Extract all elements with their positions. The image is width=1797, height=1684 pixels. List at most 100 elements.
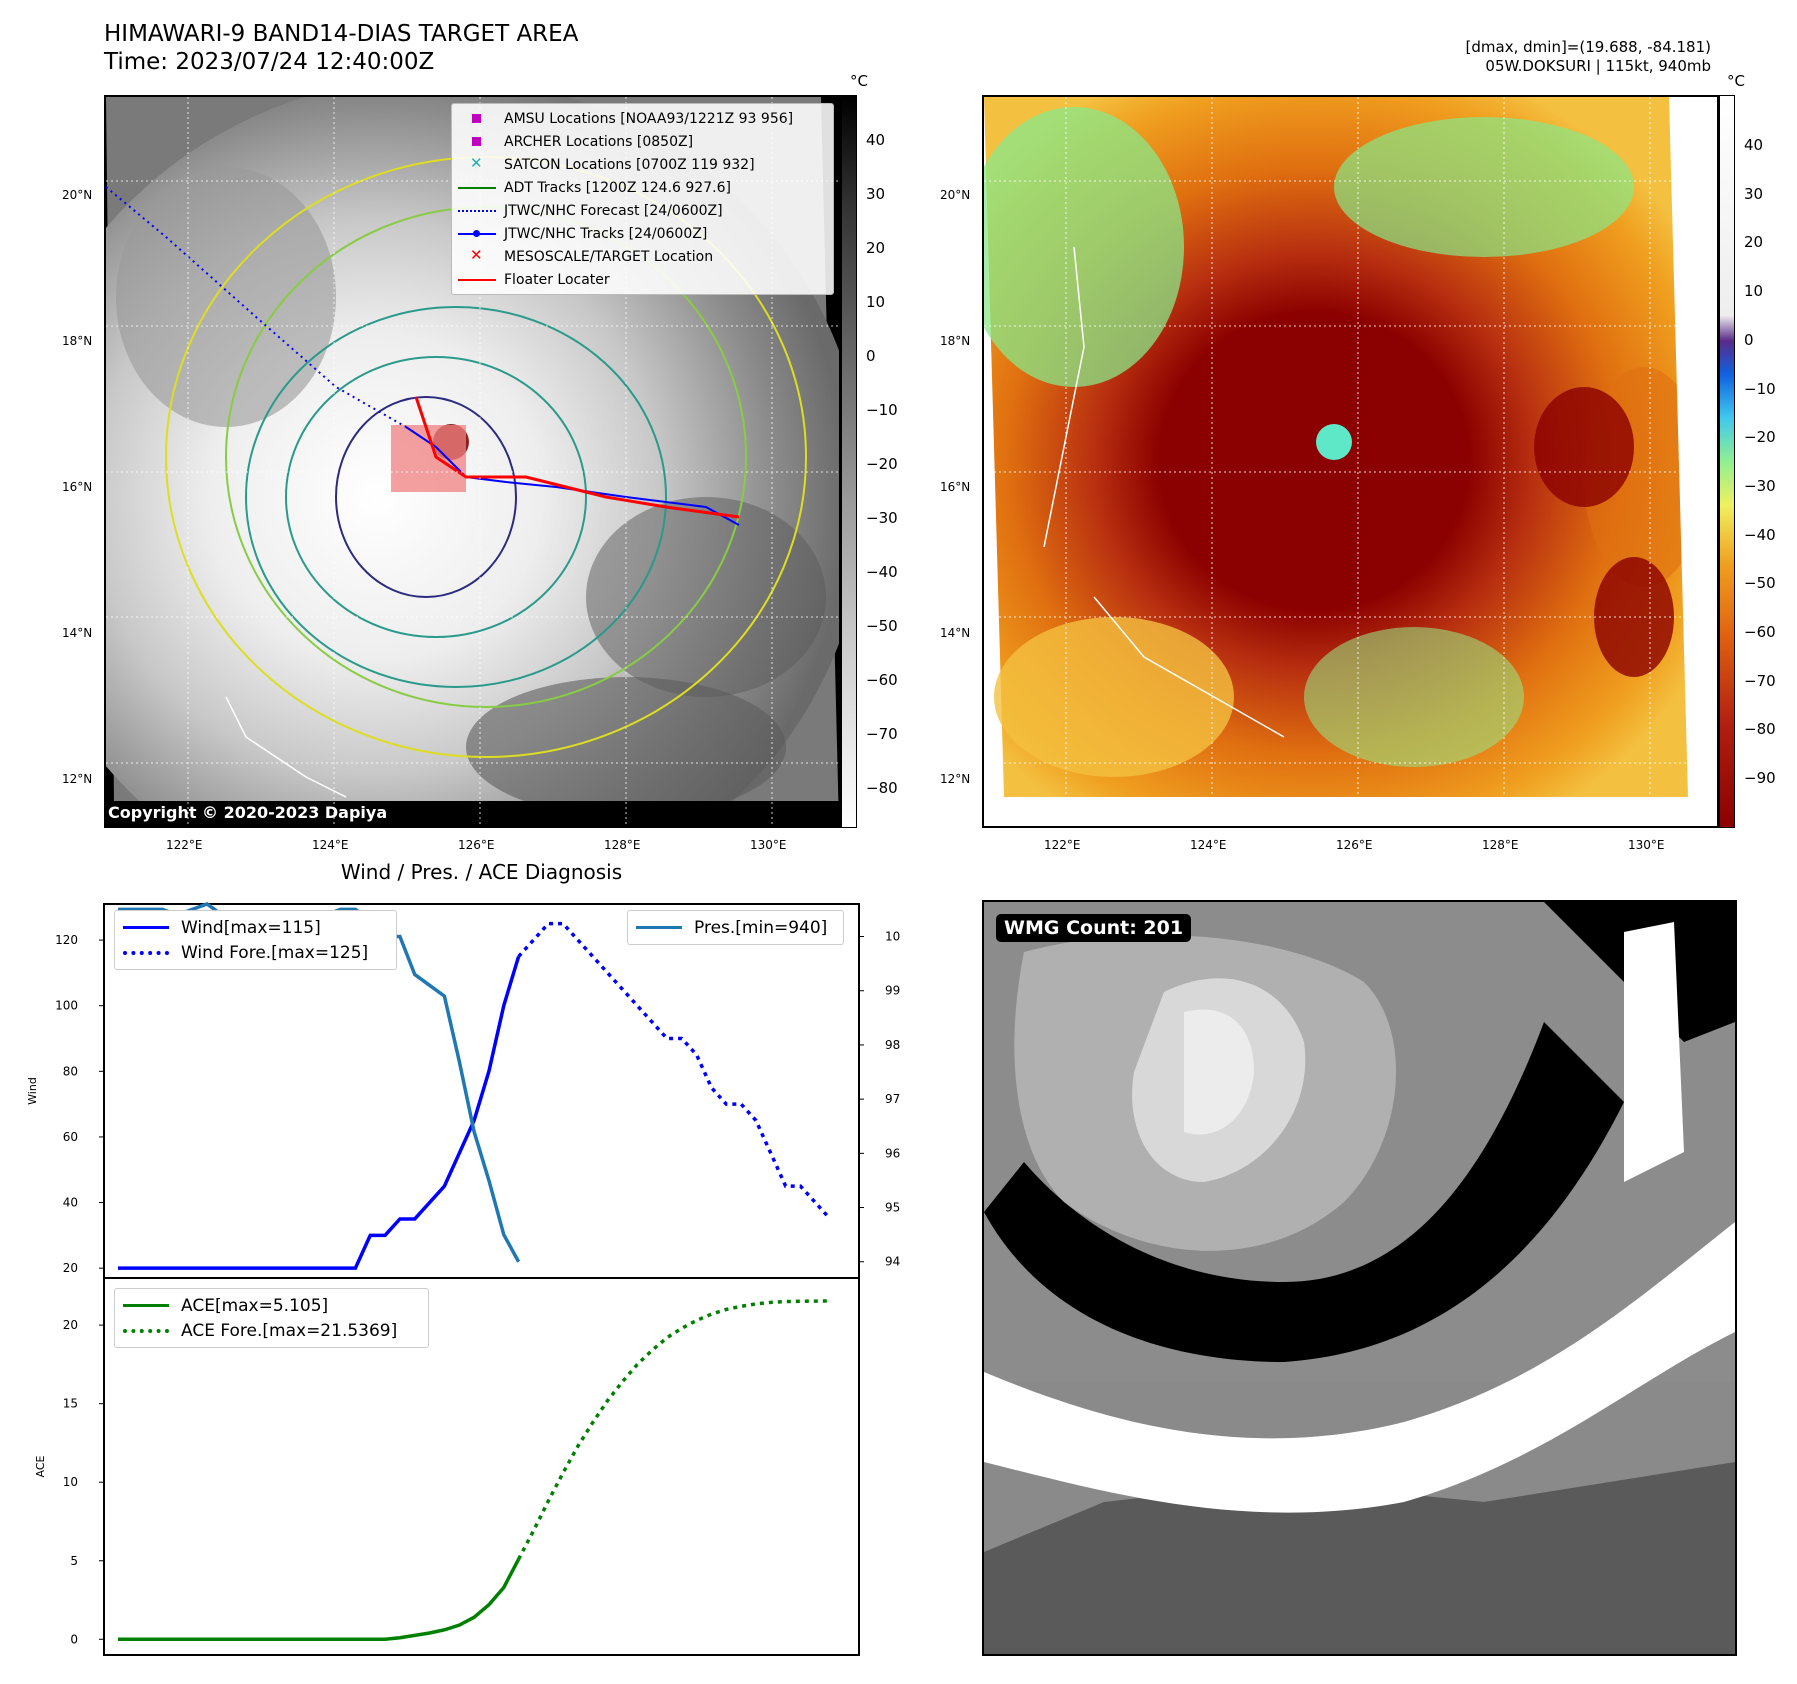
colorbar-tick: 30 [1744,184,1764,203]
colorbar-tick: −50 [1744,574,1776,593]
colorbar-tick: −10 [866,401,898,419]
colorbar-tick: −80 [1744,720,1776,739]
colorbar-tick: −40 [1744,525,1776,544]
legend-satcon: ✕ SATCON Locations [0700Z 119 932] [470,153,755,173]
ir-map-panel: AMSU Locations [NOAA93/1221Z 93 956] ARC… [104,95,841,828]
enhanced-ir-image [984,97,1717,826]
pressure-y-tick: 1000 [885,930,900,944]
lon-tick: 122°E [166,838,203,852]
pressure-y-tick: 980 [885,1038,900,1052]
wind-y-tick: 100 [55,999,78,1013]
series-line-ace-forecast [517,1299,831,1560]
lat-tick: 16°N [940,480,971,494]
legend-wind: Wind[max=115] [123,915,388,940]
lon-tick: 130°E [1628,838,1665,852]
colorbar-tick: −60 [1744,623,1776,641]
wind-axis-label: Wind [26,1077,39,1105]
wmg-panel: WMG Count: 201 [982,900,1737,1656]
colorbar-tick: −70 [866,725,898,743]
line-marker-icon [458,278,496,281]
lat-tick: 18°N [62,334,93,348]
colorbar-tick: −40 [866,563,898,581]
lon-tick: 126°E [458,838,495,852]
colorbar-tick: −20 [866,455,898,473]
x-marker-icon: ✕ [470,153,483,172]
lat-tick: 12°N [940,772,971,786]
wind-y-tick: 80 [63,1064,78,1078]
colorbar-tick: −50 [866,617,898,635]
colorbar-tick: −10 [1744,379,1776,398]
pressure-y-tick: 940 [885,1255,900,1269]
colorbar-tick: −60 [866,671,898,689]
lon-tick: 124°E [312,838,349,852]
ace-axis-label: ACE [34,1455,47,1477]
wind-y-tick: 120 [55,933,78,947]
lon-tick: 124°E [1190,838,1227,852]
x-marker-icon: ✕ [470,245,483,264]
colorbar-tick: 30 [866,185,886,203]
colorbar-tick: 20 [866,239,886,257]
wind-y-tick: 20 [63,1261,78,1275]
lon-tick: 130°E [750,838,787,852]
figure-title: HIMAWARI-9 BAND14-DIAS TARGET AREA Time:… [104,20,578,76]
ace-y-tick: 20 [63,1318,78,1332]
pressure-y-tick: 960 [885,1146,900,1160]
chart-title: Wind / Pres. / ACE Diagnosis [340,860,623,884]
lon-tick: 128°E [1482,838,1519,852]
square-marker-icon [472,113,481,123]
line-marker-icon [458,186,496,189]
legend-jtwc-tracks: JTWC/NHC Tracks [24/0600Z] [458,222,827,245]
lat-tick: 20°N [62,188,93,202]
enhanced-colorbar [1719,95,1735,828]
lat-tick: 14°N [62,626,93,640]
pressure-y-tick: 990 [885,984,900,998]
colorbar-unit: °C [850,72,868,90]
dmax-dmin-text: [dmax, dmin]=(19.688, -84.181) [1465,38,1711,56]
lon-tick: 126°E [1336,838,1373,852]
legend-wind-forecast: Wind Fore.[max=125] [123,940,388,965]
colorbar-tick: −30 [1744,476,1776,495]
ace-y-tick: 15 [63,1397,78,1411]
colorbar-tick: 0 [1744,330,1754,349]
lat-tick: 12°N [62,772,93,786]
figure-time: Time: 2023/07/24 12:40:00Z [104,49,435,75]
pressure-y-tick: 950 [885,1201,900,1215]
storm-info: [dmax, dmin]=(19.688, -84.181) 05W.DOKSU… [1466,38,1711,76]
series-line-ace [118,1558,521,1642]
lat-tick: 18°N [940,334,971,348]
legend-pressure: Pres.[min=940] [636,915,835,940]
colorbar-tick: −80 [866,779,898,797]
wind-y-tick: 60 [63,1130,78,1144]
wind-y-tick: 40 [63,1196,78,1210]
colorbar-tick: 10 [866,293,886,311]
ace-y-tick: 0 [70,1632,78,1646]
legend-ace-forecast: ACE Fore.[max=21.5369] [123,1318,420,1343]
lon-tick: 128°E [604,838,641,852]
copyright-text: Copyright © 2020-2023 Dapiya [108,803,388,822]
diagnosis-chart: 120100806040201000990980970960950940Wind… [26,902,900,1656]
figure-title-text: HIMAWARI-9 BAND14-DIAS TARGET AREA [104,21,579,47]
enhanced-ir-panel [982,95,1719,828]
pressure-legend: Pres.[min=940] [627,910,844,945]
dotted-line-icon [458,209,496,212]
legend-archer: ARCHER Locations [0850Z] [458,130,827,153]
solid-line-icon [123,1304,169,1307]
colorbar-tick: −90 [1744,769,1776,788]
solid-line-icon [123,926,169,929]
storm-name-text: 05W.DOKSURI | 115kt, 940mb [1485,57,1711,75]
wind-legend: Wind[max=115] Wind Fore.[max=125] [114,910,397,970]
dotted-line-icon [123,1328,169,1333]
ace-y-tick: 10 [63,1475,78,1489]
map-legend: AMSU Locations [NOAA93/1221Z 93 956] ARC… [451,103,834,295]
legend-adt: ADT Tracks [1200Z 124.6 927.6] [458,176,827,199]
legend-mesoscale: ✕ MESOSCALE/TARGET Location [470,245,714,265]
colorbar-tick: 20 [1744,233,1764,252]
wmg-image [984,902,1735,1654]
colorbar-tick: 40 [1744,136,1764,154]
legend-amsu: AMSU Locations [NOAA93/1221Z 93 956] [458,107,827,130]
colorbar-tick: 0 [866,347,876,365]
lon-tick: 122°E [1044,838,1081,852]
legend-floater: Floater Locater [458,268,827,291]
ir-colorbar [841,95,857,828]
ace-legend: ACE[max=5.105] ACE Fore.[max=21.5369] [114,1288,429,1348]
